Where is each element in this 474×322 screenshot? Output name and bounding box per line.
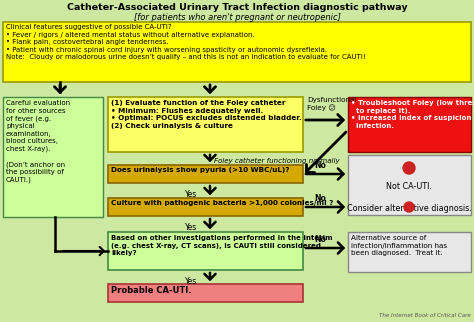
Text: Yes: Yes [185,190,197,199]
Text: Culture with pathogenic bacteria >1,000 colonies/ml ?: Culture with pathogenic bacteria >1,000 … [111,200,333,206]
FancyBboxPatch shape [108,284,303,302]
Text: Dysfunctional
Foley 😕: Dysfunctional Foley 😕 [307,97,356,111]
Circle shape [403,162,415,174]
Text: • Troubleshoot Foley (low threshold
  to replace it).
• Increased index of suspi: • Troubleshoot Foley (low threshold to r… [351,100,474,128]
FancyBboxPatch shape [348,155,471,215]
FancyBboxPatch shape [3,22,471,82]
Text: Not CA-UTI.

Consider alternative diagnosis.: Not CA-UTI. Consider alternative diagnos… [346,182,471,213]
Text: [for patients who aren't pregnant or neutropenic]: [for patients who aren't pregnant or neu… [134,13,340,22]
FancyBboxPatch shape [3,97,103,217]
Text: Careful evaluation
for other sources
of fever (e.g.
physical
examination,
blood : Careful evaluation for other sources of … [6,100,70,183]
Text: No: No [314,235,326,244]
FancyBboxPatch shape [108,97,303,152]
Text: Yes: Yes [185,277,197,286]
FancyBboxPatch shape [348,232,471,272]
Text: Catheter-Associated Urinary Tract Infection diagnostic pathway: Catheter-Associated Urinary Tract Infect… [67,3,407,12]
Text: Alternative source of
infection/inflammation has
been diagnosed.  Treat it.: Alternative source of infection/inflamma… [351,235,447,256]
Text: Yes: Yes [185,223,197,232]
Text: Probable CA-UTI.: Probable CA-UTI. [111,286,191,295]
Text: The Internet Book of Critical Care: The Internet Book of Critical Care [379,313,471,318]
Text: Based on other investigations performed in the interim
(e.g. chest X-ray, CT sca: Based on other investigations performed … [111,235,332,256]
Text: No: No [314,194,326,203]
Text: Clinical features suggestive of possible CA-UTI?
• Fever / rigors / altered ment: Clinical features suggestive of possible… [6,24,366,60]
FancyBboxPatch shape [348,97,471,152]
FancyBboxPatch shape [108,232,303,270]
Text: (1) Evaluate function of the Foley catheter
• Minimum: Flushes adequately well.
: (1) Evaluate function of the Foley cathe… [111,100,301,128]
Text: No: No [314,161,326,170]
FancyBboxPatch shape [108,165,303,183]
Text: Does urinalysis show pyuria (>10 WBC/uL)?: Does urinalysis show pyuria (>10 WBC/uL)… [111,167,290,173]
Circle shape [404,202,414,212]
Text: Foley catheter functioning normally: Foley catheter functioning normally [214,158,340,164]
FancyBboxPatch shape [108,198,303,216]
